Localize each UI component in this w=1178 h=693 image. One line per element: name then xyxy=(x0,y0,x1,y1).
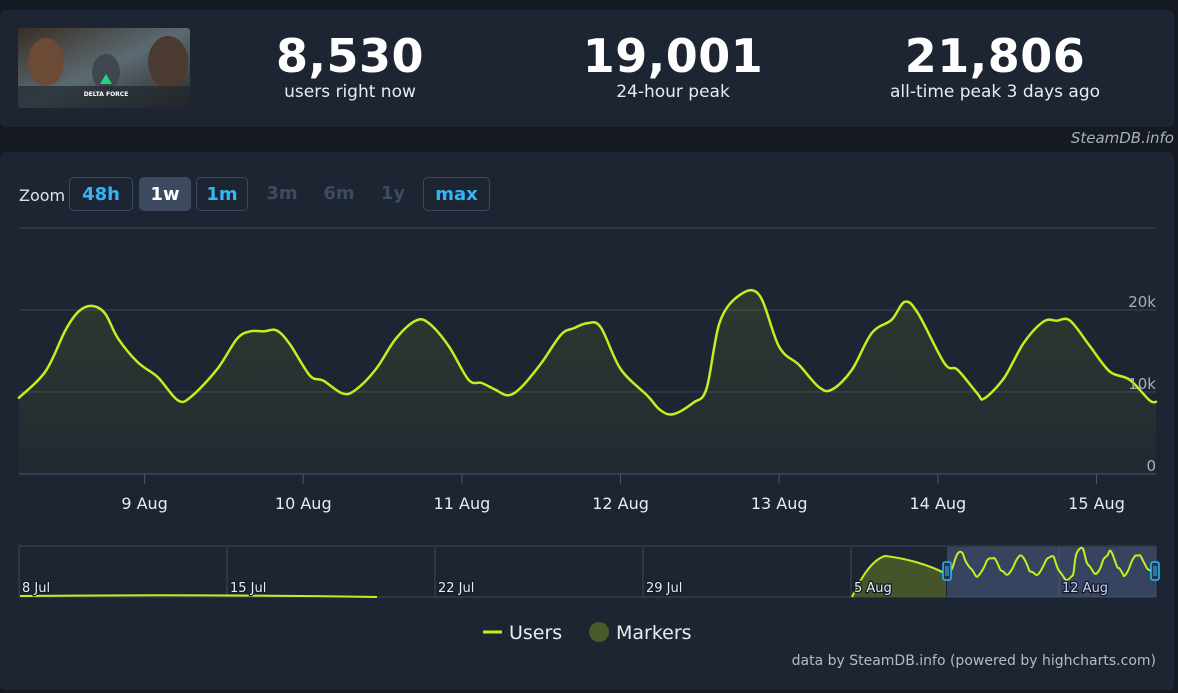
all-time-peak-value: 21,806 xyxy=(904,29,1086,83)
zoom-6m-button: 6m xyxy=(323,183,355,204)
game-thumbnail[interactable]: DELTA FORCE xyxy=(18,28,190,108)
game-cover-art: DELTA FORCE xyxy=(18,28,190,108)
stats-panel: DELTA FORCE 8,530 users right now 19,001… xyxy=(0,10,1174,127)
zoom-1w-button[interactable]: 1w xyxy=(139,177,191,211)
highcharts-credit[interactable]: data by SteamDB.info (powered by highcha… xyxy=(791,653,1156,669)
zoom-1y-button: 1y xyxy=(380,183,406,204)
game-logo-text: DELTA FORCE xyxy=(84,91,129,98)
all-time-peak-label: all-time peak 3 days ago xyxy=(889,82,1101,102)
stat-current-users: 8,530 users right now xyxy=(250,30,450,102)
stat-all-time-peak: 21,806 all-time peak 3 days ago xyxy=(865,30,1125,102)
stat-24h-peak: 19,001 24-hour peak xyxy=(573,30,773,102)
zoom-48h-button[interactable]: 48h xyxy=(69,177,133,211)
zoom-label: Zoom xyxy=(19,186,66,205)
chart-panel xyxy=(0,152,1174,690)
steamdb-credit[interactable]: SteamDB.info xyxy=(1070,129,1174,147)
zoom-3m-button: 3m xyxy=(266,183,298,204)
zoom-1m-button[interactable]: 1m xyxy=(196,177,248,211)
24h-peak-label: 24-hour peak xyxy=(616,82,730,102)
24h-peak-value: 19,001 xyxy=(582,29,764,83)
current-users-value: 8,530 xyxy=(275,29,424,83)
zoom-max-button[interactable]: max xyxy=(423,177,490,211)
current-users-label: users right now xyxy=(284,82,416,102)
